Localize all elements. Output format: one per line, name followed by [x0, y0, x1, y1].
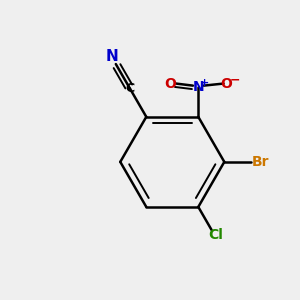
Text: +: +	[200, 78, 209, 88]
Text: O: O	[220, 77, 232, 91]
Text: N: N	[193, 80, 204, 94]
Text: N: N	[105, 50, 118, 64]
Text: Br: Br	[252, 155, 269, 169]
Text: −: −	[230, 73, 241, 86]
Text: O: O	[165, 77, 177, 91]
Text: C: C	[125, 82, 134, 95]
Text: Cl: Cl	[209, 228, 224, 242]
